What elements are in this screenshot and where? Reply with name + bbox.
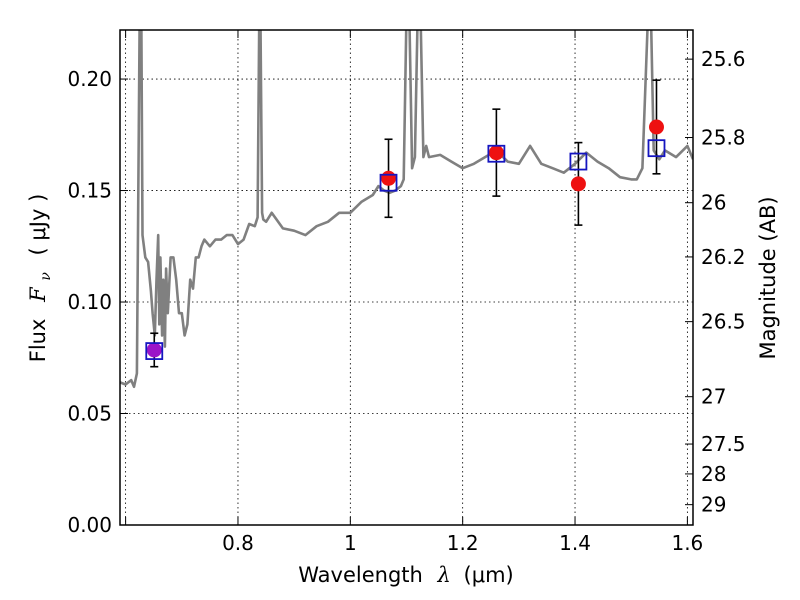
y2-tick-label: 26 — [701, 191, 726, 215]
x-tick-label: 1.4 — [559, 531, 591, 555]
y2-tick-label: 27.5 — [701, 432, 746, 456]
y-axis-right: 25.6 25.8 26 26.2 26.5 27 27.5 28 29 — [685, 47, 746, 517]
y-tick-label: 0.15 — [67, 179, 112, 203]
y-tick-label: 0.10 — [67, 290, 112, 314]
x-axis: 0.8 1 1.2 1.4 1.6 — [125, 30, 703, 555]
y-axis-label-var: F — [26, 286, 50, 303]
y2-tick-label: 29 — [701, 493, 726, 517]
x-tick-label: 1 — [344, 531, 357, 555]
y2-tick-label: 25.8 — [701, 126, 746, 150]
x-tick-label: 0.8 — [222, 531, 254, 555]
marker-layer — [145, 79, 666, 368]
model-spectrum-line — [120, 30, 693, 389]
x-axis-label-var: λ — [437, 563, 451, 587]
y-axis-label-unit: ( μJy ) — [26, 194, 50, 256]
y2-tick-label: 26.2 — [701, 245, 746, 269]
y2-tick-label: 28 — [701, 462, 726, 486]
measured-point — [570, 176, 586, 192]
measured-point — [648, 119, 664, 135]
measured-point — [381, 170, 397, 186]
measured-point — [488, 145, 504, 161]
y-axis-label-prefix: Flux — [26, 319, 50, 363]
plot-area-background — [120, 30, 693, 525]
y-tick-label: 0.00 — [67, 513, 112, 537]
y-axis-label-sub: ν — [38, 272, 54, 281]
spectrum-layer — [120, 30, 693, 389]
y2-axis-label: Magnitude (AB) — [756, 196, 780, 359]
y2-tick-label: 26.5 — [701, 310, 746, 334]
model-photometry-square — [487, 144, 506, 163]
plot-frame — [119, 29, 694, 526]
x-axis-label: Wavelength λ (μm) — [298, 563, 513, 587]
y-axis-left: 0.00 0.05 0.10 0.15 0.20 — [67, 67, 128, 537]
y-axis-label: Flux F ν ( μJy ) — [26, 194, 55, 363]
x-axis-label-unit: (μm) — [464, 563, 514, 587]
x-tick-label: 1.6 — [671, 531, 703, 555]
measured-point — [146, 342, 162, 358]
x-tick-label: 1.2 — [447, 531, 479, 555]
model-photometry-square — [569, 152, 588, 171]
model-photometry-square — [647, 139, 666, 158]
y-tick-label: 0.20 — [67, 67, 112, 91]
y2-tick-label: 27 — [701, 385, 726, 409]
model-photometry-square — [145, 342, 164, 360]
model-photometry-square — [379, 173, 398, 192]
x-axis-label-prefix: Wavelength — [298, 563, 423, 587]
y-tick-label: 0.05 — [67, 402, 112, 426]
y2-tick-label: 25.6 — [701, 47, 746, 71]
